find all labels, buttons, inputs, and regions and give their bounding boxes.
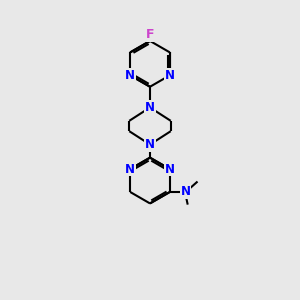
Text: N: N bbox=[145, 138, 155, 151]
Text: N: N bbox=[125, 69, 135, 82]
Text: N: N bbox=[165, 163, 175, 176]
Text: N: N bbox=[181, 185, 190, 199]
Text: N: N bbox=[125, 163, 135, 176]
Text: F: F bbox=[146, 28, 154, 41]
Text: N: N bbox=[165, 69, 175, 82]
Text: N: N bbox=[145, 101, 155, 114]
